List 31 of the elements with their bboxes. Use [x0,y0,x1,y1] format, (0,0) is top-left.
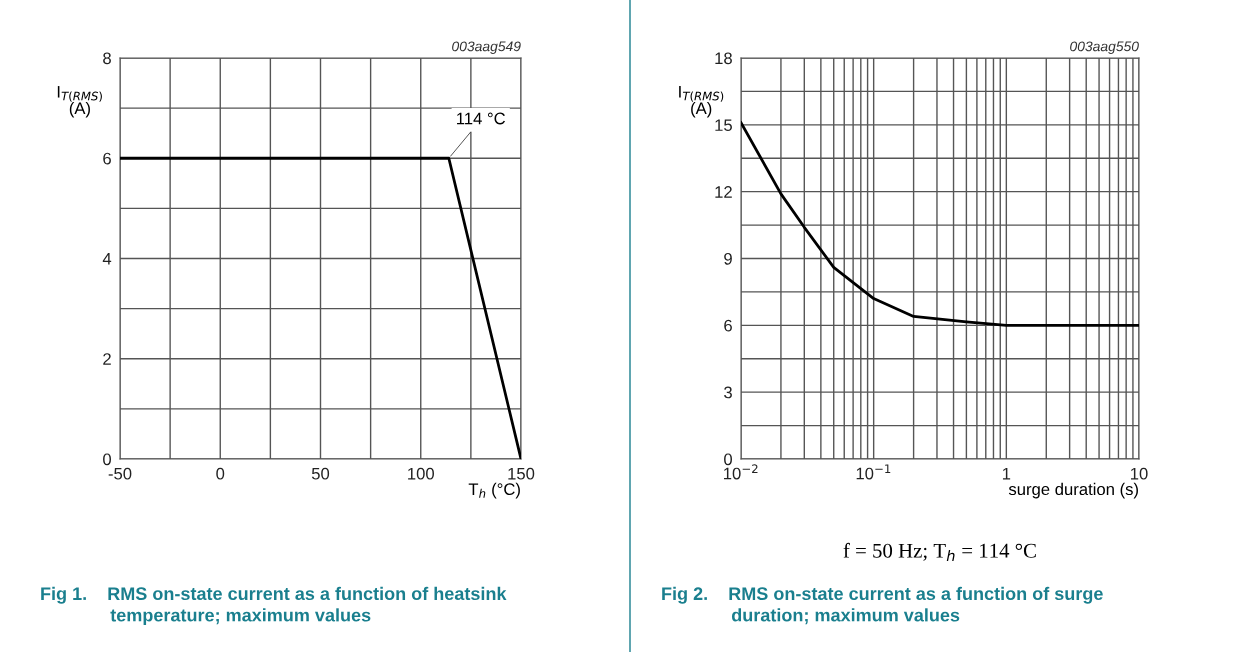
x-tick-label: 150 [508,467,535,480]
y-tick-label: 18 [715,52,732,65]
y-tick-label: 2 [103,353,111,365]
y-axis-title: I$_{T(RMS)}$ (A) [57,86,102,118]
x-tick-label: 10$^{−1}$ [856,464,891,480]
x-tick-label: -50 [108,467,132,480]
text: 003aag550 [1070,41,1139,54]
y-tick-label: 8 [103,52,111,65]
y-tick-label: 3 [724,386,732,399]
y-tick-label: 12 [715,186,732,198]
x-tick-label: 100 [408,467,434,480]
text: 003aag549 [452,41,521,54]
x-axis-title: T$_{h}$ (°C) [468,482,520,499]
y-tick-label: 15 [715,119,732,132]
text: Fig 2. RMS on-state current as a function of surge duration; maximum values [662,586,1103,625]
text: f = 50 Hz; T$_{h}$ = 114 °C [843,542,1036,561]
y-tick-label: 4 [102,253,112,265]
y-tick-label: 6 [724,319,732,332]
y-tick-label: 9 [724,252,732,265]
y-tick-label: 0 [724,453,733,466]
x-tick-label: 10 [1131,467,1148,480]
x-tick-label: 50 [311,467,330,480]
x-tick-label: 1 [1002,467,1011,480]
y-tick-label: 6 [103,152,111,165]
y-axis-title: I$_{T(RMS)}$ (A) [679,86,724,118]
text: Fig 1. RMS on-state current as a function of heatsink temperature; maximum values [41,586,507,626]
x-tick-label: 0 [216,467,225,480]
x-tick-label: 10$^{−2}$ [724,464,758,480]
annotation: 114 °C [457,112,506,125]
y-tick-label: 0 [103,453,112,466]
x-axis-title: surge duration (s) [1008,482,1138,499]
